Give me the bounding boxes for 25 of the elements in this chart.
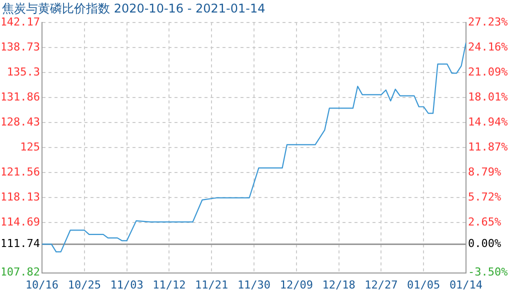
y-tick-label: 125 <box>20 140 40 154</box>
y2-tick-label: 8.79% <box>468 166 502 179</box>
x-tick-label: 01/05 <box>407 278 440 292</box>
y2-tick-label: 0.00% <box>468 237 502 250</box>
y2-tick-label: 18.01% <box>468 90 508 104</box>
x-tick-label: 11/30 <box>237 278 271 292</box>
x-tick-label: 12/09 <box>280 278 313 292</box>
x-tick-label: 01/14 <box>449 278 483 292</box>
x-tick-label: 12/27 <box>364 278 398 292</box>
y2-tick-label: 24.16% <box>468 40 508 54</box>
x-tick-label: 12/18 <box>322 278 356 292</box>
x-tick-label: 11/03 <box>110 278 144 292</box>
y2-tick-label: 5.72% <box>468 190 502 204</box>
y2-tick-label: 11.87% <box>468 140 508 154</box>
chart-title: 焦炭与黄磷比价指数 2020-10-16 - 2021-01-14 <box>2 1 266 16</box>
y2-tick-label: -3.50% <box>468 266 508 279</box>
x-tick-label: 11/12 <box>152 278 186 292</box>
y-tick-label: 135.3 <box>6 65 40 78</box>
y2-tick-label: 14.94% <box>468 115 508 128</box>
x-tick-label: 10/16 <box>25 278 59 292</box>
y2-tick-label: 2.65% <box>468 216 502 229</box>
x-tick-label: 10/25 <box>68 278 101 292</box>
y2-tick-label: 27.23% <box>468 15 508 28</box>
y2-tick-label: 21.09% <box>468 65 508 78</box>
x-tick-label: 11/21 <box>195 278 228 292</box>
